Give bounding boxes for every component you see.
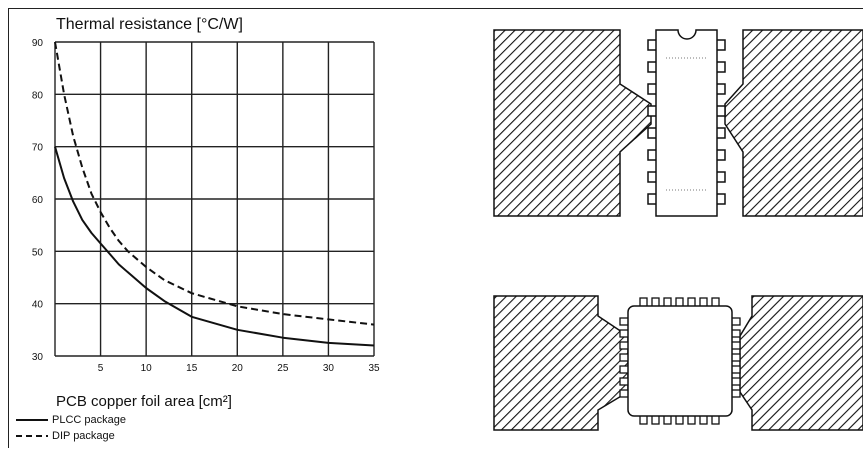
x-tick-label: 20 (232, 363, 244, 374)
series-line-plcc (54, 146, 375, 347)
y-tick-labels: 30 40 50 60 70 80 90 (32, 38, 44, 363)
legend-label-dip: DIP package (52, 430, 115, 442)
dip-footprint-drawing (493, 29, 863, 217)
plcc-footprint-drawing (493, 295, 863, 431)
plcc-body (627, 305, 733, 417)
x-tick-label: 10 (141, 363, 153, 374)
x-tick-label: 35 (368, 363, 380, 374)
legend-item-dip: DIP package (16, 430, 115, 442)
copper-foil-right (724, 29, 863, 217)
x-tick-label: 30 (323, 363, 335, 374)
legend-item-plcc: PLCC package (16, 414, 126, 426)
chart-plot: 30 40 50 60 70 80 90 5 10 15 20 25 30 35 (32, 38, 380, 374)
chart-title: Thermal resistance [°C/W] (56, 16, 243, 33)
x-tick-label: 15 (186, 363, 198, 374)
legend-line-dashed (16, 435, 48, 437)
legend-line-solid (16, 419, 48, 421)
copper-foil-left (493, 295, 629, 431)
series-line-dip (54, 41, 375, 326)
legend-label-plcc: PLCC package (52, 414, 126, 426)
series-lines (54, 41, 375, 347)
figure-frame (8, 8, 863, 448)
y-tick-label: 60 (32, 195, 44, 206)
y-tick-label: 40 (32, 300, 44, 311)
x-tick-labels: 5 10 15 20 25 30 35 (98, 363, 380, 374)
y-tick-label: 80 (32, 90, 44, 101)
y-tick-label: 30 (32, 352, 44, 363)
x-tick-label: 25 (277, 363, 289, 374)
dip-body (655, 29, 718, 217)
copper-foil-right (739, 295, 863, 431)
chart-grid (54, 41, 375, 357)
y-tick-label: 90 (32, 38, 44, 49)
copper-foil-left (493, 29, 652, 217)
x-axis-label: PCB copper foil area [cm²] (56, 393, 232, 410)
plcc-pins (619, 297, 741, 425)
x-tick-label: 5 (98, 363, 104, 374)
y-tick-label: 50 (32, 247, 44, 258)
y-tick-label: 70 (32, 143, 44, 154)
